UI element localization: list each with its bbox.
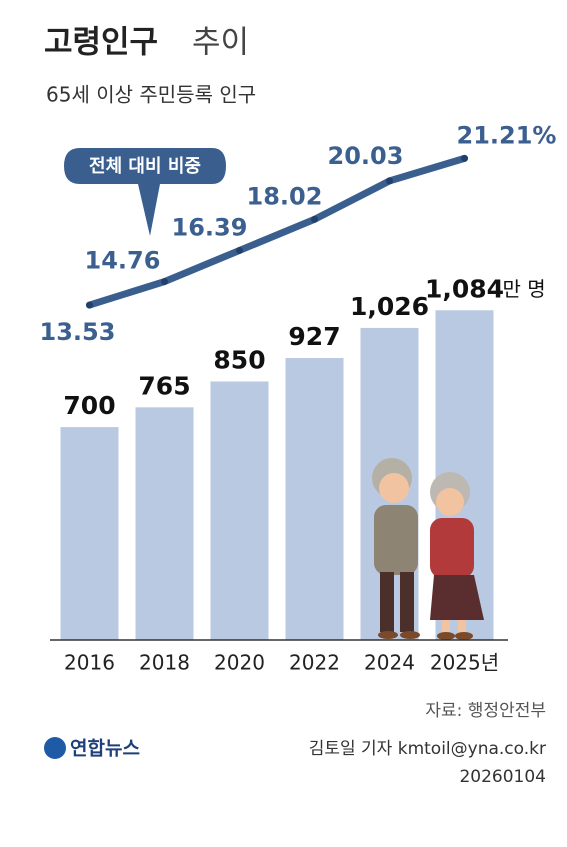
chart-title-light: 추이 [192, 25, 249, 61]
illustration [372, 458, 484, 640]
chart-title: 고령인구 [44, 25, 158, 61]
bar-value-label: 700 [63, 391, 115, 420]
bar [210, 381, 269, 640]
line-point [86, 301, 93, 309]
line-value-label: 13.53 [40, 318, 116, 346]
line [86, 154, 468, 309]
credit: 김토일 기자 kmtoil@yna.co.kr [309, 739, 546, 759]
line-value-label: 16.39 [172, 213, 248, 241]
x-tick-label: 2024 [364, 651, 415, 675]
bar-value-label: 765 [138, 371, 190, 400]
source: 자료: 행정안전부 [425, 701, 546, 721]
bar [135, 407, 194, 640]
x-tick-label: 2025년 [430, 651, 499, 675]
unit-label: 만 명 [503, 277, 546, 301]
bar-value-label: 1,026 [350, 292, 429, 321]
x-tick-label: 2018 [139, 651, 190, 675]
line-value-label: 20.03 [328, 142, 404, 170]
bar-value-label: 850 [213, 345, 265, 374]
x-tick-label: 2016 [64, 651, 115, 675]
logo: 연합뉴스 [70, 738, 140, 760]
line-value-label: 21.21% [457, 121, 557, 149]
line-value-label: 18.02 [247, 182, 323, 210]
logo-mark [44, 737, 66, 759]
annotation-bubble [64, 148, 226, 236]
line-point [386, 177, 393, 185]
line-point [311, 215, 318, 223]
line-value-label: 14.76 [85, 247, 161, 275]
bar [60, 427, 119, 640]
x-tick-label: 2020 [214, 651, 265, 675]
subtitle: 65세 이상 주민등록 인구 [46, 83, 256, 107]
date: 20260104 [459, 767, 546, 787]
line-point [461, 154, 468, 162]
bar-value-label: 927 [288, 322, 340, 351]
bar [285, 358, 344, 640]
line-point [161, 278, 168, 286]
bar-value-label: 1,084 [425, 274, 504, 303]
annotation: 전체 대비 비중 [89, 156, 201, 177]
line-point [236, 246, 243, 254]
x-tick-label: 2022 [289, 651, 340, 675]
